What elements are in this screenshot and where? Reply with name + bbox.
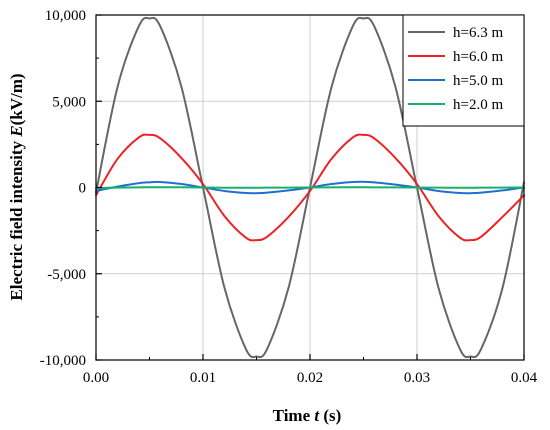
legend-box: [402, 14, 525, 127]
y-tick-label: -5,000: [47, 267, 86, 283]
legend-label: h=6.3 m: [453, 25, 503, 41]
x-tick-label: 0.04: [511, 370, 538, 386]
x-tick-label: 0.02: [297, 370, 323, 386]
legend-label: h=5.0 m: [453, 73, 503, 89]
x-axis-title: Time t (s): [273, 406, 342, 425]
y-tick-label: 0: [79, 181, 87, 197]
x-tick-label: 0.01: [190, 370, 216, 386]
series-line-2: [95, 133, 525, 242]
series-layer: [95, 16, 525, 359]
legend: h=6.3 m h=6.0 m h=5.0 m h=2.0 m: [402, 14, 525, 127]
legend-label: h=2.0 m: [453, 97, 503, 113]
x-axis-title-prefix: Time: [273, 406, 315, 425]
axis-ticks: [95, 14, 525, 361]
y-axis-title-variable: E: [7, 125, 26, 137]
y-tick-label: 10,000: [45, 8, 86, 24]
y-axis-title-prefix: Electric field intensity: [7, 137, 26, 301]
x-axis-title-variable: t: [314, 406, 320, 425]
x-axis-title-suffix: (s): [319, 406, 341, 425]
y-axis-title-suffix: (kV/m): [7, 73, 26, 125]
y-tick-labels: -10,000 -5,000 0 5,000 10,000: [40, 8, 86, 369]
y-axis-title: Electric field intensity E(kV/m): [7, 73, 26, 300]
y-tick-label: 5,000: [52, 94, 86, 110]
x-tick-label: 0.00: [83, 370, 109, 386]
series-line-4: [95, 186, 525, 190]
legend-label: h=6.0 m: [453, 49, 503, 65]
x-tick-label: 0.03: [404, 370, 430, 386]
x-tick-labels: 0.00 0.01 0.02 0.03 0.04: [83, 370, 538, 386]
y-tick-label: -10,000: [40, 353, 86, 369]
